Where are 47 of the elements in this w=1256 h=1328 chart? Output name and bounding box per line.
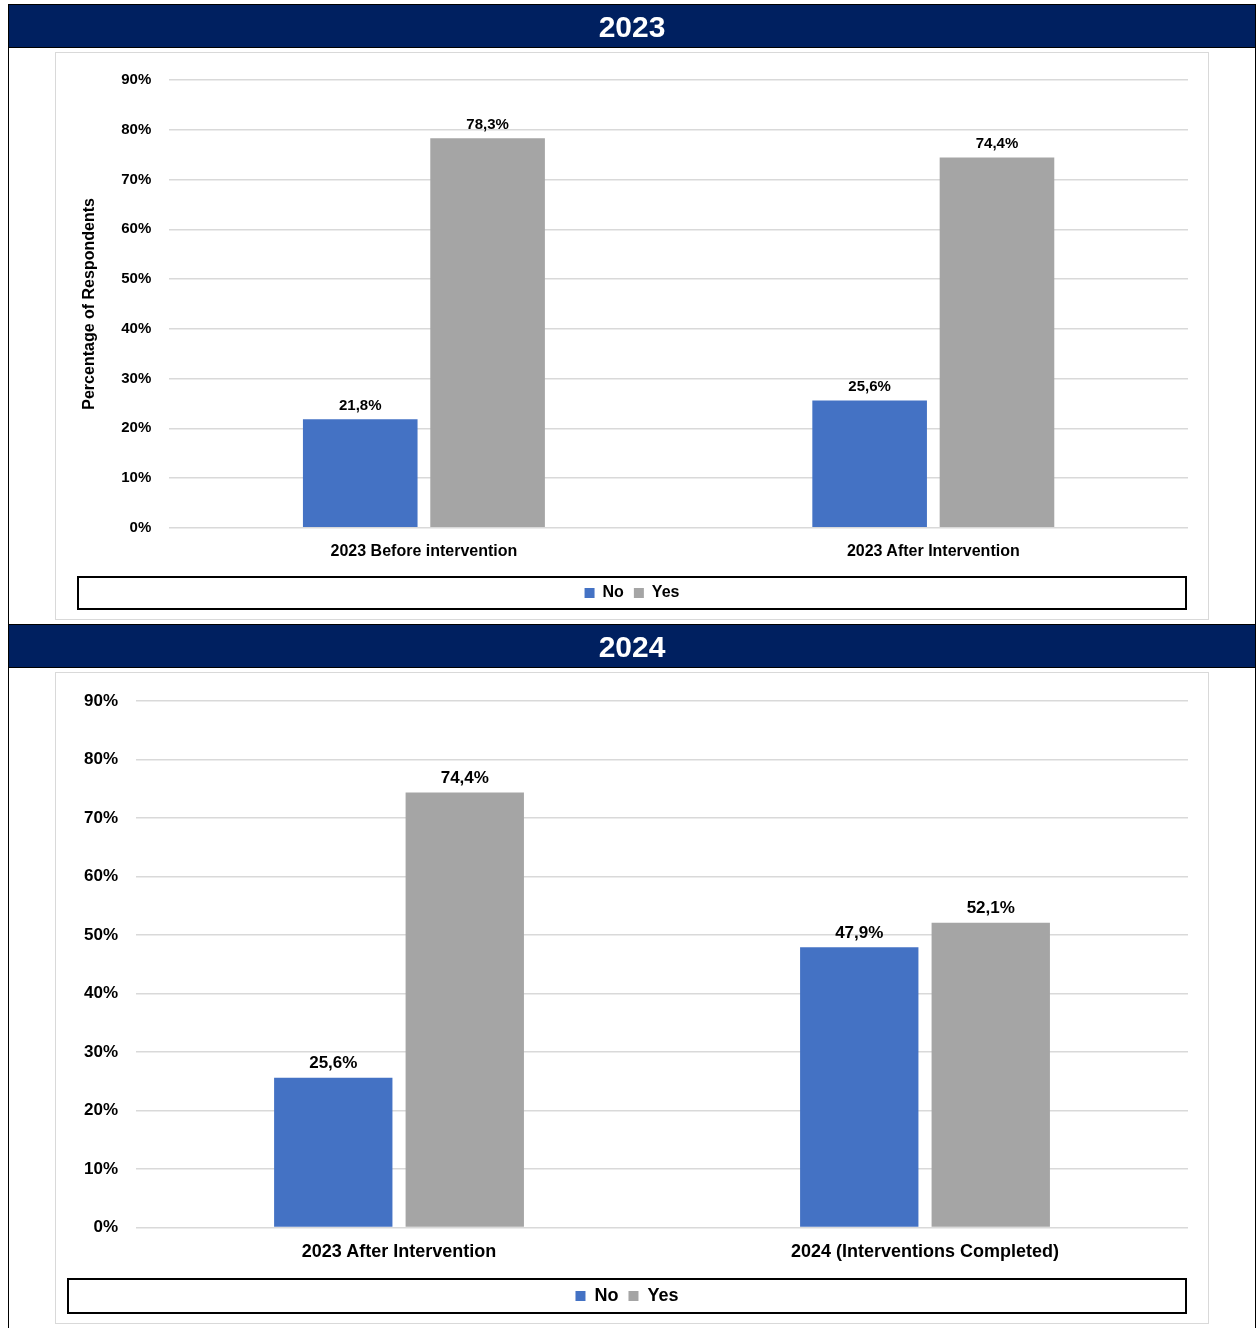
bar xyxy=(800,947,919,1227)
y-tick-label: 60% xyxy=(121,219,152,237)
y-tick-label: 90% xyxy=(83,690,119,710)
data-label: 47,9% xyxy=(835,922,884,942)
y-tick-label: 40% xyxy=(121,318,152,336)
chart-title: 2023 xyxy=(9,5,1255,48)
y-tick-label: 50% xyxy=(121,269,152,287)
y-tick-label: 40% xyxy=(83,983,119,1003)
y-tick-label: 20% xyxy=(121,418,152,436)
bar xyxy=(302,419,418,528)
y-tick-label: 0% xyxy=(93,1217,119,1237)
x-tick-label: 2023 After Intervention xyxy=(301,1241,497,1262)
y-tick-label: 80% xyxy=(121,119,152,137)
x-tick-label: 2023 After Intervention xyxy=(846,541,1020,559)
x-tick-label: 2024 (Interventions Completed) xyxy=(790,1241,1060,1262)
bar xyxy=(931,922,1050,1227)
bar xyxy=(274,1077,393,1227)
legend-label: No xyxy=(602,583,625,601)
data-label: 25,6% xyxy=(848,377,891,395)
y-tick-label: 70% xyxy=(83,807,119,827)
y-tick-label: 10% xyxy=(121,468,152,486)
y-tick-label: 20% xyxy=(83,1100,119,1120)
legend-label: Yes xyxy=(651,583,680,601)
y-axis-title: Percentage of Respondents xyxy=(80,198,98,410)
chart-title: 2024 xyxy=(9,624,1255,668)
data-label: 25,6% xyxy=(309,1052,358,1072)
data-label: 74,4% xyxy=(975,134,1019,152)
y-tick-label: 90% xyxy=(121,70,152,88)
data-label: 74,4% xyxy=(440,767,489,787)
legend-label: Yes xyxy=(647,1284,679,1305)
bar xyxy=(430,138,545,528)
y-tick-label: 30% xyxy=(83,1041,119,1061)
bar xyxy=(812,400,927,528)
data-label: 52,1% xyxy=(966,897,1015,917)
y-tick-label: 10% xyxy=(83,1158,119,1178)
y-tick-label: 0% xyxy=(129,517,152,535)
data-label: 21,8% xyxy=(338,395,382,413)
data-label: 78,3% xyxy=(466,114,509,132)
legend-label: No xyxy=(594,1284,619,1305)
bar xyxy=(939,157,1055,528)
y-tick-label: 50% xyxy=(83,924,119,944)
bar xyxy=(405,792,524,1227)
y-tick-label: 60% xyxy=(83,866,119,886)
y-tick-label: 30% xyxy=(121,368,152,386)
y-tick-label: 70% xyxy=(121,169,152,187)
x-tick-label: 2023 Before intervention xyxy=(330,541,518,559)
y-tick-label: 80% xyxy=(83,749,119,769)
